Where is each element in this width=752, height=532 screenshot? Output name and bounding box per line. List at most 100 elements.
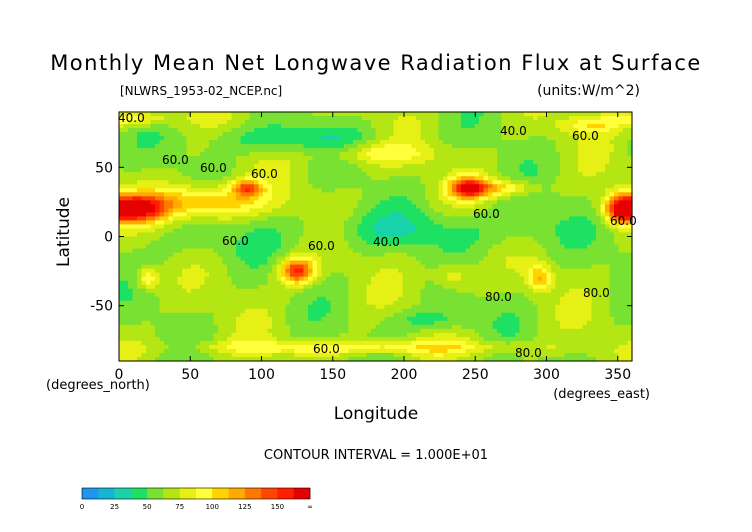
- map-cell: [515, 124, 521, 129]
- map-cell: [330, 176, 336, 181]
- map-cell: [326, 224, 332, 230]
- map-cell: [249, 152, 255, 157]
- map-cell: [128, 148, 134, 153]
- map-cell: [411, 208, 417, 214]
- map-cell: [164, 112, 170, 117]
- map-cell: [200, 152, 206, 157]
- map-cell: [452, 188, 458, 193]
- map-cell: [497, 152, 503, 157]
- map-cell: [146, 184, 152, 189]
- map-cell: [420, 160, 426, 165]
- map-cell: [447, 256, 453, 262]
- map-cell: [528, 152, 534, 157]
- map-cell: [150, 116, 156, 121]
- map-cell: [213, 136, 219, 141]
- map-cell: [380, 112, 386, 117]
- map-cell: [560, 268, 566, 274]
- map-cell: [519, 220, 525, 226]
- map-cell: [483, 192, 489, 197]
- map-cell: [434, 196, 440, 201]
- map-cell: [501, 268, 507, 274]
- map-cell: [272, 120, 278, 125]
- map-cell: [573, 184, 579, 189]
- map-cell: [353, 172, 359, 177]
- map-cell: [389, 124, 395, 129]
- map-cell: [497, 128, 503, 133]
- map-cell: [524, 268, 530, 274]
- map-cell: [186, 164, 192, 169]
- map-cell: [587, 176, 593, 181]
- map-cell: [452, 280, 458, 286]
- map-cell: [501, 156, 507, 161]
- map-cell: [555, 128, 561, 133]
- map-cell: [164, 132, 170, 137]
- map-cell: [366, 140, 372, 145]
- map-cell: [227, 256, 233, 262]
- map-cell: [627, 148, 633, 153]
- map-cell: [195, 268, 201, 274]
- map-cell: [245, 148, 251, 153]
- map-cell: [434, 276, 440, 282]
- map-cell: [159, 264, 165, 270]
- map-cell: [375, 116, 381, 121]
- map-cell: [119, 232, 125, 238]
- map-cell: [389, 220, 395, 226]
- map-cell: [294, 144, 300, 149]
- map-cell: [582, 272, 588, 278]
- map-cell: [128, 172, 134, 177]
- map-cell: [506, 252, 512, 258]
- map-cell: [344, 204, 350, 209]
- map-cell: [618, 208, 624, 214]
- map-cell: [461, 136, 467, 141]
- map-cell: [204, 244, 210, 250]
- map-cell: [227, 144, 233, 149]
- map-cell: [195, 280, 201, 286]
- map-cell: [357, 116, 363, 121]
- map-cell: [330, 224, 336, 230]
- map-cell: [285, 228, 291, 234]
- map-cell: [177, 140, 183, 145]
- map-cell: [524, 204, 530, 209]
- map-cell: [524, 172, 530, 177]
- map-cell: [254, 236, 260, 242]
- map-cell: [479, 192, 485, 197]
- map-cell: [335, 216, 341, 222]
- map-cell: [434, 120, 440, 125]
- map-cell: [150, 112, 156, 117]
- map-cell: [195, 284, 201, 290]
- map-cell: [326, 172, 332, 177]
- map-cell: [128, 140, 134, 145]
- map-cell: [249, 268, 255, 274]
- map-cell: [546, 200, 552, 205]
- map-cell: [353, 188, 359, 193]
- map-cell: [227, 140, 233, 145]
- map-cell: [384, 200, 390, 205]
- map-cell: [578, 192, 584, 197]
- map-cell: [249, 120, 255, 125]
- map-cell: [542, 200, 548, 205]
- map-cell: [123, 228, 129, 234]
- map-cell: [159, 256, 165, 262]
- map-cell: [173, 192, 179, 197]
- map-cell: [173, 160, 179, 165]
- map-cell: [132, 212, 138, 218]
- map-cell: [272, 208, 278, 214]
- map-cell: [231, 152, 237, 157]
- map-cell: [465, 224, 471, 230]
- map-cell: [231, 204, 237, 209]
- map-cell: [524, 196, 530, 201]
- map-cell: [380, 260, 386, 266]
- map-cell: [119, 136, 125, 141]
- map-cell: [191, 196, 197, 201]
- map-cell: [407, 224, 413, 230]
- map-cell: [137, 112, 143, 117]
- map-cell: [375, 172, 381, 177]
- map-cell: [222, 188, 228, 193]
- map-cell: [132, 140, 138, 145]
- map-cell: [578, 112, 584, 117]
- map-cell: [335, 200, 341, 205]
- map-cell: [569, 116, 575, 121]
- map-cell: [150, 148, 156, 153]
- map-cell: [132, 128, 138, 133]
- map-cell: [380, 276, 386, 282]
